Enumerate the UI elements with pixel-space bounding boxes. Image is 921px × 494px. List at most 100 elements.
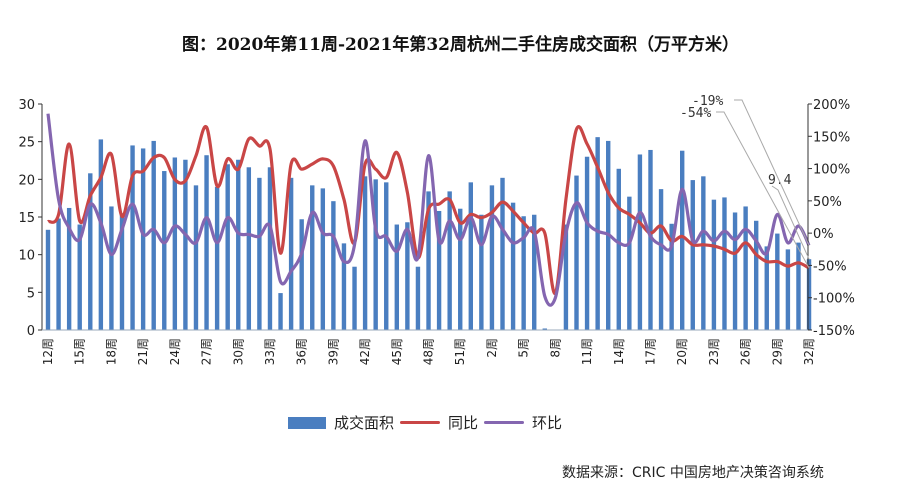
chart: 0 5 10 15 20 25 30 -150% -100% -50% 0% 50% 100% 150% 2… — [18, 94, 854, 365]
x-tick-label: 26周 — [739, 338, 753, 365]
x-tick-label: 17周 — [643, 338, 657, 365]
bar — [574, 175, 579, 330]
x-tick-label: 36周 — [295, 338, 309, 365]
bar — [109, 206, 114, 330]
bar — [458, 208, 463, 330]
bar — [236, 159, 241, 330]
bar — [405, 222, 410, 330]
source-note: 数据来源：CRIC 中国房地产决策咨询系统 — [562, 465, 824, 481]
legend-swatch-yoy — [400, 421, 441, 424]
x-tick-label: 18周 — [104, 338, 118, 365]
x-tick-label: 29周 — [770, 338, 784, 365]
bar — [299, 219, 304, 330]
left-tick-label: 10 — [18, 249, 35, 264]
bar — [225, 164, 230, 330]
bar — [796, 242, 801, 330]
bar — [310, 185, 315, 330]
bar — [66, 207, 72, 330]
bar — [288, 177, 294, 330]
annotation-bar-last: 9.4 — [768, 173, 792, 188]
x-tick-label: 8周 — [548, 338, 562, 358]
legend: 成交面积 同比 环比 — [288, 412, 568, 433]
bar — [98, 139, 104, 330]
x-tick-label: 39周 — [326, 338, 340, 365]
bar — [352, 266, 357, 330]
axes: 0 5 10 15 20 25 30 -150% -100% -50% 0% 50% 100% 150% 2… — [18, 98, 854, 365]
bar — [204, 155, 209, 330]
bar — [193, 185, 199, 330]
bar — [278, 293, 283, 330]
x-tick-label: 2周 — [485, 338, 499, 358]
right-tick-label: 0% — [813, 227, 834, 242]
bar — [479, 214, 484, 330]
bar — [56, 218, 61, 330]
bar — [637, 154, 643, 330]
bar — [331, 201, 336, 330]
x-tick-label: 24周 — [168, 338, 182, 365]
bar — [711, 199, 717, 330]
x-tick-label: 5周 — [517, 338, 531, 358]
right-tick-label: 150% — [813, 130, 850, 145]
bar — [542, 328, 547, 330]
bar — [489, 185, 495, 330]
left-tick-label: 30 — [18, 98, 35, 113]
bar — [415, 266, 421, 330]
bar — [130, 145, 135, 330]
x-tick-label: 33周 — [263, 338, 277, 365]
bar — [722, 197, 727, 330]
bar — [373, 179, 378, 330]
bar — [88, 173, 93, 330]
right-tick-label: -50% — [813, 259, 847, 274]
bar — [521, 216, 526, 330]
legend-label: 同比 — [448, 414, 479, 432]
bar — [775, 233, 780, 330]
bar — [584, 156, 590, 330]
bar — [119, 213, 125, 330]
bar — [595, 137, 600, 330]
bar — [563, 224, 569, 330]
bar — [183, 159, 188, 330]
bar — [45, 229, 51, 330]
bar — [680, 150, 685, 330]
right-tick-label: -100% — [813, 292, 855, 307]
bar — [627, 196, 632, 330]
bar — [510, 202, 516, 330]
x-tick-label: 42周 — [358, 338, 372, 365]
left-tick-label: 0 — [27, 324, 35, 339]
bar — [648, 149, 653, 330]
x-tick-label: 21周 — [136, 338, 150, 365]
bar — [384, 182, 389, 330]
bar — [362, 176, 368, 330]
x-tick-label: 48周 — [422, 338, 436, 365]
bar — [341, 243, 347, 330]
bar — [140, 148, 146, 330]
yoy-line — [47, 125, 810, 295]
x-tick-label: 27周 — [200, 338, 214, 365]
x-tick-label: 20周 — [675, 338, 689, 365]
left-tick-label: 20 — [18, 173, 35, 188]
annotation-leader — [716, 111, 810, 269]
bar-series — [45, 137, 812, 330]
bar — [214, 186, 220, 330]
x-tick-label: 51周 — [453, 338, 467, 365]
bar — [500, 177, 505, 330]
x-tick-label: 14周 — [612, 338, 626, 365]
x-tick-label: 11周 — [580, 338, 594, 365]
bar — [532, 214, 537, 330]
bar — [257, 177, 262, 330]
annotations: 9.4 -54%-19% — [680, 94, 810, 269]
legend-swatch-bar — [288, 416, 326, 429]
x-tick-label: 23周 — [707, 338, 721, 365]
bar — [320, 188, 326, 330]
right-tick-label: -150% — [813, 324, 855, 339]
bar — [743, 206, 748, 330]
legend-item-yoy: 同比 — [400, 412, 478, 433]
annotation-leader — [734, 99, 810, 246]
bar — [690, 180, 695, 330]
legend-item-mom: 环比 — [484, 412, 562, 433]
annotation-leader — [771, 185, 810, 260]
left-tick-label: 25 — [18, 136, 35, 151]
right-tick-label: 100% — [813, 163, 850, 178]
bar — [753, 220, 759, 330]
legend-item-area: 成交面积 — [288, 412, 394, 433]
